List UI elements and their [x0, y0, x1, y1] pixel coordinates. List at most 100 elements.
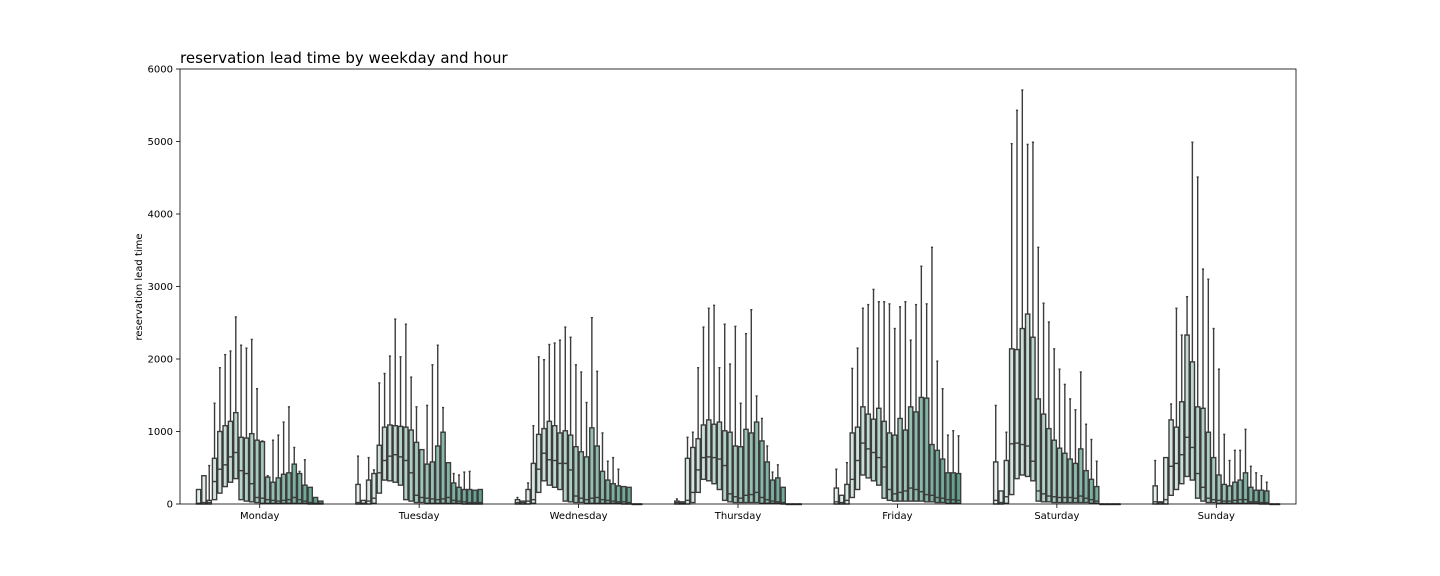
box-saturday-hour-15 — [1072, 409, 1079, 504]
iqr-box — [1210, 456, 1217, 504]
iqr-box — [1194, 406, 1201, 499]
box-thursday-hour-12 — [737, 402, 744, 504]
y-tick-label: 2000 — [148, 355, 173, 366]
box-sunday-hour-7 — [1189, 141, 1196, 481]
box-monday-hour-21 — [307, 486, 314, 505]
iqr-box — [1162, 456, 1169, 505]
box-tuesday-hour-1 — [360, 499, 367, 505]
iqr-box — [248, 432, 255, 503]
box-tuesday-hour-22 — [472, 489, 478, 505]
iqr-box — [849, 432, 856, 499]
box-thursday-hour-8 — [716, 367, 723, 491]
iqr-box — [450, 482, 457, 504]
iqr-box — [1035, 398, 1042, 502]
box-thursday-hour-19 — [775, 464, 781, 504]
box-wednesday-hour-14 — [589, 316, 595, 504]
box-saturday-hour-5 — [1019, 89, 1026, 476]
x-tick-label: Tuesday — [398, 511, 440, 522]
iqr-box — [705, 419, 712, 482]
box-friday-hour-5 — [860, 307, 866, 476]
box-wednesday-hour-21 — [626, 486, 632, 505]
box-monday-hour-12 — [259, 440, 266, 504]
box-friday-hour-18 — [929, 246, 935, 503]
iqr-box — [429, 461, 436, 504]
box-wednesday-hour-7 — [551, 342, 558, 489]
iqr-box — [743, 428, 749, 504]
box-sunday-hour-15 — [1232, 449, 1238, 504]
box-sunday-hour-18 — [1248, 465, 1254, 504]
iqr-box — [939, 458, 946, 504]
iqr-box — [913, 411, 919, 502]
iqr-box — [573, 446, 579, 504]
box-wednesday-hour-4 — [535, 356, 542, 494]
box-friday-hour-2 — [844, 461, 850, 505]
iqr-box — [695, 438, 701, 494]
iqr-box — [286, 472, 292, 504]
box-sunday-hour-2 — [1162, 456, 1169, 505]
box-saturday-hour-12 — [1056, 368, 1063, 504]
iqr-box — [259, 440, 266, 504]
x-tick-label: Saturday — [1034, 511, 1079, 522]
box-saturday-hour-1 — [998, 490, 1004, 505]
box-monday-hour-2 — [206, 464, 213, 505]
iqr-box — [243, 437, 250, 502]
iqr-box — [440, 431, 446, 504]
x-axis: Monday Tuesday Wednesday Thursday Friday Satu… — [240, 504, 1235, 522]
iqr-box — [1056, 447, 1063, 504]
box-sunday-hour-17 — [1242, 428, 1249, 504]
iqr-box — [275, 477, 282, 504]
iqr-box — [929, 443, 935, 503]
box-tuesday-hour-13 — [424, 404, 430, 504]
iqr-box — [886, 432, 893, 502]
iqr-box — [1189, 361, 1196, 481]
box-wednesday-hour-18 — [610, 456, 616, 504]
iqr-box — [1178, 401, 1185, 485]
iqr-box — [222, 425, 228, 488]
box-thursday-hour-16 — [759, 417, 765, 504]
y-axis: 0 1000 2000 3000 4000 5000 6000 — [148, 65, 180, 511]
iqr-box — [211, 457, 218, 501]
iqr-box — [1221, 483, 1228, 504]
iqr-box — [690, 446, 696, 504]
iqr-box — [1040, 413, 1047, 503]
box-monday-hour-0 — [195, 488, 202, 505]
box-plot-area — [195, 89, 1281, 506]
iqr-box — [1248, 486, 1254, 504]
box-thursday-hour-11 — [732, 325, 739, 504]
iqr-box — [923, 397, 930, 503]
box-monday-hour-19 — [296, 470, 303, 504]
box-saturday-hour-19 — [1093, 460, 1100, 504]
box-monday-hour-11 — [254, 388, 260, 504]
box-saturday-hour-17 — [1083, 423, 1089, 504]
iqr-box — [992, 461, 999, 505]
box-friday-hour-6 — [865, 303, 872, 479]
box-tuesday-hour-8 — [397, 356, 404, 486]
box-monday-hour-3 — [211, 402, 218, 501]
iqr-box — [711, 423, 717, 485]
box-friday-hour-19 — [934, 360, 941, 504]
box-friday-hour-0 — [833, 468, 840, 505]
box-tuesday-hour-11 — [413, 406, 420, 504]
box-wednesday-hour-11 — [573, 364, 579, 504]
iqr-box — [1226, 485, 1233, 504]
iqr-box — [759, 440, 765, 504]
iqr-box — [541, 427, 547, 482]
box-tuesday-hour-9 — [403, 323, 409, 501]
box-tuesday-hour-6 — [387, 355, 393, 482]
iqr-box — [934, 449, 941, 504]
box-sunday-hour-20 — [1258, 475, 1265, 505]
iqr-box — [854, 426, 861, 491]
box-sunday-hour-21 — [1263, 481, 1270, 505]
y-tick-label: 3000 — [148, 282, 173, 293]
x-tick-label: Thursday — [714, 511, 762, 522]
box-friday-hour-15 — [913, 303, 919, 502]
iqr-box — [1184, 334, 1190, 478]
iqr-box — [1173, 426, 1180, 491]
box-tuesday-hour-19 — [456, 474, 462, 504]
box-sunday-hour-3 — [1168, 403, 1174, 496]
iqr-box — [1003, 459, 1010, 504]
box-wednesday-hour-13 — [583, 401, 590, 504]
box-tuesday-hour-10 — [408, 376, 414, 502]
iqr-box — [599, 470, 606, 504]
y-tick-label: 0 — [167, 500, 173, 511]
